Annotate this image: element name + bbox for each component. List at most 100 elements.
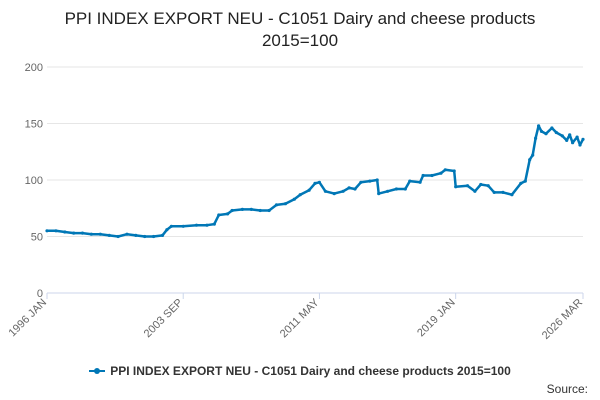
data-point[interactable] <box>581 137 585 141</box>
source-label: Source: <box>546 382 588 396</box>
data-point[interactable] <box>528 158 532 162</box>
data-point[interactable] <box>510 193 514 197</box>
data-point[interactable] <box>554 130 558 135</box>
legend[interactable]: PPI INDEX EXPORT NEU - C1051 Dairy and c… <box>0 364 600 378</box>
y-tick-label: 100 <box>25 175 43 187</box>
data-point[interactable] <box>212 222 216 226</box>
y-tick-label: 200 <box>25 62 43 74</box>
x-axis: 1996 JAN 2003 SEP 2011 MAY 2019 JAN 2026 MAR <box>6 292 585 342</box>
data-point[interactable] <box>537 124 541 128</box>
data-point[interactable] <box>523 179 527 183</box>
data-point[interactable] <box>205 223 209 227</box>
data-point[interactable] <box>353 187 357 191</box>
data-point[interactable] <box>323 189 327 193</box>
data-point[interactable] <box>169 224 173 228</box>
data-point[interactable] <box>443 168 447 172</box>
data-point[interactable] <box>531 153 535 157</box>
data-point[interactable] <box>89 232 93 236</box>
y-tick-label: 50 <box>31 232 43 244</box>
data-point[interactable] <box>332 192 336 196</box>
data-point[interactable] <box>571 141 575 145</box>
data-point[interactable] <box>394 187 398 191</box>
y-tick-label: 0 <box>37 288 43 300</box>
data-point[interactable] <box>575 135 579 139</box>
data-point[interactable] <box>465 184 470 188</box>
data-point[interactable] <box>143 234 147 239</box>
data-point[interactable] <box>359 180 363 184</box>
chart-title: PPI INDEX EXPORT NEU - C1051 Dairy and c… <box>0 8 600 52</box>
y-tick-label: 150 <box>25 119 43 131</box>
data-point[interactable] <box>578 143 582 147</box>
chart-title-line-2: 2015=100 <box>261 31 339 50</box>
data-point[interactable] <box>230 208 234 213</box>
data-point[interactable] <box>565 138 569 142</box>
data-point[interactable] <box>473 189 477 193</box>
x-tick-label: 1996 JAN <box>6 297 49 340</box>
data-point[interactable] <box>217 213 221 217</box>
data-point[interactable] <box>408 179 412 183</box>
data-point[interactable] <box>519 181 523 185</box>
y-axis: 0 50 100 150 200 <box>25 62 43 300</box>
data-point[interactable] <box>539 129 544 133</box>
data-point[interactable] <box>430 173 434 178</box>
data-point[interactable] <box>439 171 443 175</box>
data-point[interactable] <box>63 230 67 234</box>
data-point[interactable] <box>421 173 425 178</box>
data-point[interactable] <box>317 180 321 184</box>
legend-label: PPI INDEX EXPORT NEU - C1051 Dairy and c… <box>110 364 511 378</box>
data-point[interactable] <box>240 207 244 211</box>
data-point[interactable] <box>544 132 548 136</box>
data-point[interactable] <box>292 197 296 201</box>
data-point[interactable] <box>375 178 379 182</box>
data-point[interactable] <box>501 190 505 194</box>
data-point[interactable] <box>181 224 185 228</box>
x-tick-label: 2026 MAR <box>540 297 585 342</box>
data-point[interactable] <box>386 189 390 193</box>
data-point[interactable] <box>194 223 199 227</box>
data-point[interactable] <box>550 126 554 130</box>
data-point[interactable] <box>479 182 483 187</box>
data-point[interactable] <box>313 181 317 185</box>
data-point[interactable] <box>486 184 490 188</box>
data-point[interactable] <box>134 233 138 237</box>
data-point[interactable] <box>80 231 85 235</box>
data-point[interactable] <box>298 193 302 197</box>
data-point[interactable] <box>418 180 422 184</box>
data-point[interactable] <box>341 189 345 193</box>
data-point[interactable] <box>249 207 253 211</box>
data-point[interactable] <box>226 212 230 216</box>
data-point[interactable] <box>165 228 169 232</box>
data-point[interactable] <box>116 234 120 239</box>
data-point[interactable] <box>534 136 538 140</box>
data-point[interactable] <box>72 231 76 235</box>
data-point[interactable] <box>403 187 407 191</box>
data-point[interactable] <box>452 169 456 173</box>
data-point[interactable] <box>152 234 156 239</box>
x-tick-label: 2003 SEP <box>142 297 186 341</box>
data-point[interactable] <box>98 232 102 236</box>
data-point[interactable] <box>160 233 165 237</box>
data-point[interactable] <box>107 233 111 237</box>
data-point[interactable] <box>347 186 351 190</box>
data-point[interactable] <box>492 190 496 194</box>
data-point[interactable] <box>125 232 129 236</box>
data-point[interactable] <box>560 134 564 138</box>
series-group <box>45 124 585 239</box>
chart-title-line-1: PPI INDEX EXPORT NEU - C1051 Dairy and c… <box>64 9 536 28</box>
data-point[interactable] <box>377 192 381 196</box>
data-point[interactable] <box>568 133 572 137</box>
data-point[interactable] <box>274 203 279 207</box>
data-point[interactable] <box>54 229 58 233</box>
data-point[interactable] <box>368 179 372 183</box>
x-tick-label: 2011 MAY <box>278 296 322 340</box>
data-point[interactable] <box>454 185 458 189</box>
data-point[interactable] <box>307 188 311 192</box>
gridlines <box>47 66 583 294</box>
data-point[interactable] <box>258 208 262 213</box>
data-point[interactable] <box>267 208 271 213</box>
series-line[interactable] <box>47 124 585 238</box>
x-tick-label: 2019 JAN <box>415 297 458 340</box>
data-point[interactable] <box>283 202 287 206</box>
data-point[interactable] <box>45 229 49 233</box>
